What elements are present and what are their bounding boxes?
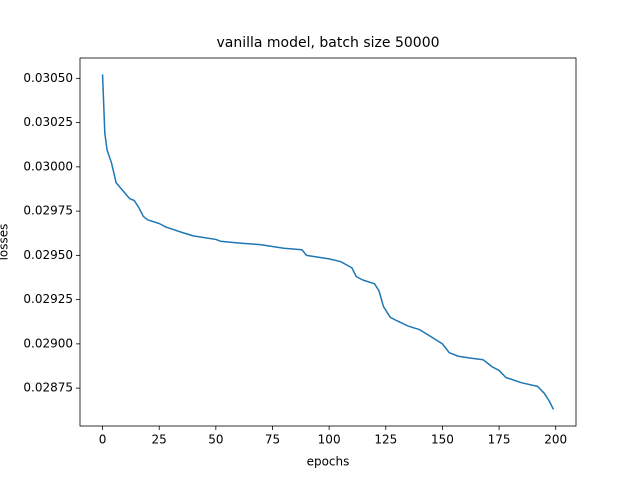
chart-title: vanilla model, batch size 50000 bbox=[216, 35, 439, 51]
x-tick-label: 75 bbox=[265, 433, 280, 447]
y-tick-label: 0.02925 bbox=[23, 292, 73, 306]
y-tick-label: 0.02950 bbox=[23, 248, 73, 262]
x-axis-label: epochs bbox=[307, 455, 350, 469]
y-tick-label: 0.03000 bbox=[23, 159, 73, 173]
x-tick-label: 200 bbox=[544, 433, 567, 447]
y-tick-label: 0.02875 bbox=[23, 381, 73, 395]
y-axis-label: losses bbox=[0, 224, 11, 261]
plot-frame bbox=[79, 57, 577, 427]
x-tick-label: 100 bbox=[318, 433, 341, 447]
y-tick-label: 0.03050 bbox=[23, 71, 73, 85]
x-tick-label: 175 bbox=[488, 433, 511, 447]
y-tick-label: 0.02900 bbox=[23, 336, 73, 350]
x-tick-label: 25 bbox=[152, 433, 167, 447]
y-tick-label: 0.02975 bbox=[23, 204, 73, 218]
x-tick-label: 150 bbox=[431, 433, 454, 447]
x-tick-label: 0 bbox=[99, 433, 107, 447]
x-tick-label: 50 bbox=[208, 433, 223, 447]
y-tick-label: 0.03025 bbox=[23, 115, 73, 129]
line-series bbox=[101, 74, 555, 410]
x-tick-label: 125 bbox=[374, 433, 397, 447]
